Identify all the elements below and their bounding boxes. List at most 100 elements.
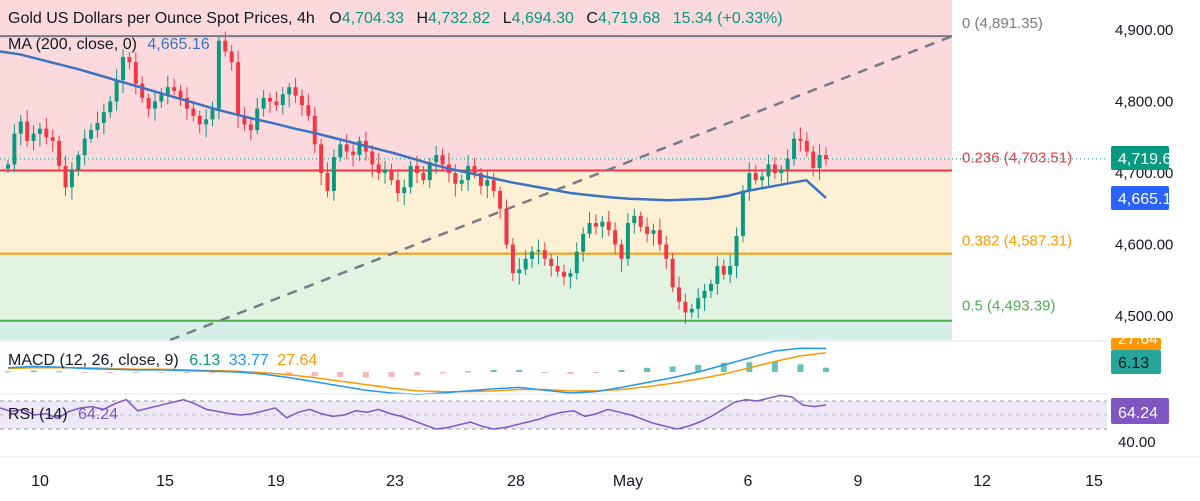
- candle-body: [184, 97, 189, 109]
- macd-histogram-bar: [209, 372, 216, 373]
- candle-body: [153, 101, 157, 109]
- candle-body: [824, 155, 828, 159]
- candle-body: [613, 230, 618, 245]
- candle-body: [772, 164, 777, 173]
- candle-body: [172, 87, 177, 91]
- candle-body: [306, 105, 311, 116]
- candle-body: [530, 251, 535, 259]
- candle-body: [645, 226, 650, 234]
- macd-histogram-bar: [644, 367, 651, 372]
- macd-histogram-bar: [132, 372, 139, 373]
- candle-body: [331, 157, 336, 191]
- candle-body: [31, 133, 36, 141]
- candle-body: [12, 133, 17, 165]
- macd-histogram-bar: [158, 372, 165, 373]
- candle-body: [510, 244, 515, 274]
- candle-body: [191, 108, 196, 116]
- macd-histogram-bar: [5, 371, 11, 373]
- candle-body: [702, 290, 707, 299]
- candle-body: [268, 97, 272, 102]
- y-tick-label: 4,900.00: [1115, 22, 1173, 39]
- macd-histogram-bar: [567, 372, 574, 375]
- candle-body: [408, 165, 413, 188]
- macd-histogram-bar: [414, 372, 420, 376]
- candle-body: [37, 128, 42, 134]
- candle-body: [299, 95, 304, 106]
- high-label: H: [416, 10, 429, 27]
- candle-body: [89, 130, 94, 139]
- last-price-badge-bg: [1111, 146, 1169, 170]
- candle-body: [728, 265, 733, 275]
- candle-body: [600, 221, 605, 227]
- macd-histogram-bar: [81, 372, 88, 373]
- candle-body: [708, 283, 713, 291]
- candle-body: [146, 97, 151, 109]
- open-label: O: [329, 10, 342, 27]
- candle-body: [721, 265, 726, 275]
- candle-body: [581, 233, 586, 252]
- candle-body: [434, 155, 439, 163]
- candle-body: [108, 101, 113, 113]
- candle-body: [293, 87, 298, 96]
- candle-body: [657, 230, 662, 245]
- candle-body: [178, 90, 183, 98]
- candle-body: [632, 215, 637, 224]
- candle-body: [587, 223, 592, 234]
- candle-body: [555, 265, 560, 272]
- candle-body: [50, 137, 55, 141]
- candle-body: [63, 165, 68, 188]
- candle-body: [740, 190, 745, 236]
- fib-zone-0236-0382: [0, 170, 952, 254]
- candle-body: [696, 298, 701, 309]
- macd-histogram-bar: [362, 372, 369, 378]
- rsi-badge: 64.24: [1118, 405, 1158, 422]
- low-value: 4,694.30: [511, 10, 574, 27]
- x-tick-label: 15: [1085, 473, 1103, 490]
- candle-body: [542, 250, 547, 259]
- chart-title: Gold US Dollars per Ounce Spot Prices, 4…: [8, 10, 315, 27]
- macd-histogram-bar: [541, 372, 548, 373]
- candle-body: [127, 57, 132, 63]
- x-tick-label: 12: [973, 473, 991, 490]
- x-tick-label: 10: [31, 473, 49, 490]
- rsi-line: [0, 394, 827, 430]
- ma-price-badge-bg: [1111, 186, 1169, 210]
- candle-body: [312, 115, 317, 145]
- close-label: C: [586, 10, 598, 27]
- candle-body: [338, 144, 343, 158]
- candle-body: [236, 62, 241, 116]
- candle-body: [498, 190, 503, 209]
- x-tick-label: 23: [386, 473, 404, 490]
- candle-body: [549, 258, 554, 266]
- candle-body: [274, 101, 279, 106]
- macd-histogram-bar: [183, 372, 190, 373]
- candle-body: [817, 155, 822, 168]
- candle-body: [159, 94, 164, 102]
- macd-histogram-bar: [823, 367, 829, 372]
- fib-label-05: 0.5 (4,493.39): [962, 298, 1055, 315]
- x-tick-label: 28: [507, 473, 525, 490]
- macd-legend-macd: 33.77: [228, 352, 269, 369]
- candle-body: [280, 94, 285, 106]
- candle-body: [165, 87, 170, 95]
- candle-body: [453, 173, 458, 184]
- macd-histogram-bar: [618, 369, 625, 372]
- rsi-legend-value: 64.24: [78, 406, 119, 423]
- candle-body: [734, 235, 739, 266]
- candle-body: [6, 164, 10, 169]
- macd-hist-badge-bg: [1111, 350, 1161, 374]
- candle-body: [562, 271, 566, 277]
- candle-body: [351, 151, 356, 156]
- candle-body: [242, 115, 247, 125]
- macd-histogram-bar: [56, 371, 63, 373]
- candle-body: [44, 128, 49, 138]
- macd-histogram-bar: [465, 371, 472, 373]
- candle-body: [82, 138, 87, 156]
- candle-body: [779, 169, 784, 173]
- candle-body: [472, 165, 477, 173]
- candle-body: [574, 251, 579, 274]
- candles-group: [6, 31, 828, 324]
- candle-body: [568, 273, 573, 277]
- macd-histogram-bar: [30, 370, 37, 372]
